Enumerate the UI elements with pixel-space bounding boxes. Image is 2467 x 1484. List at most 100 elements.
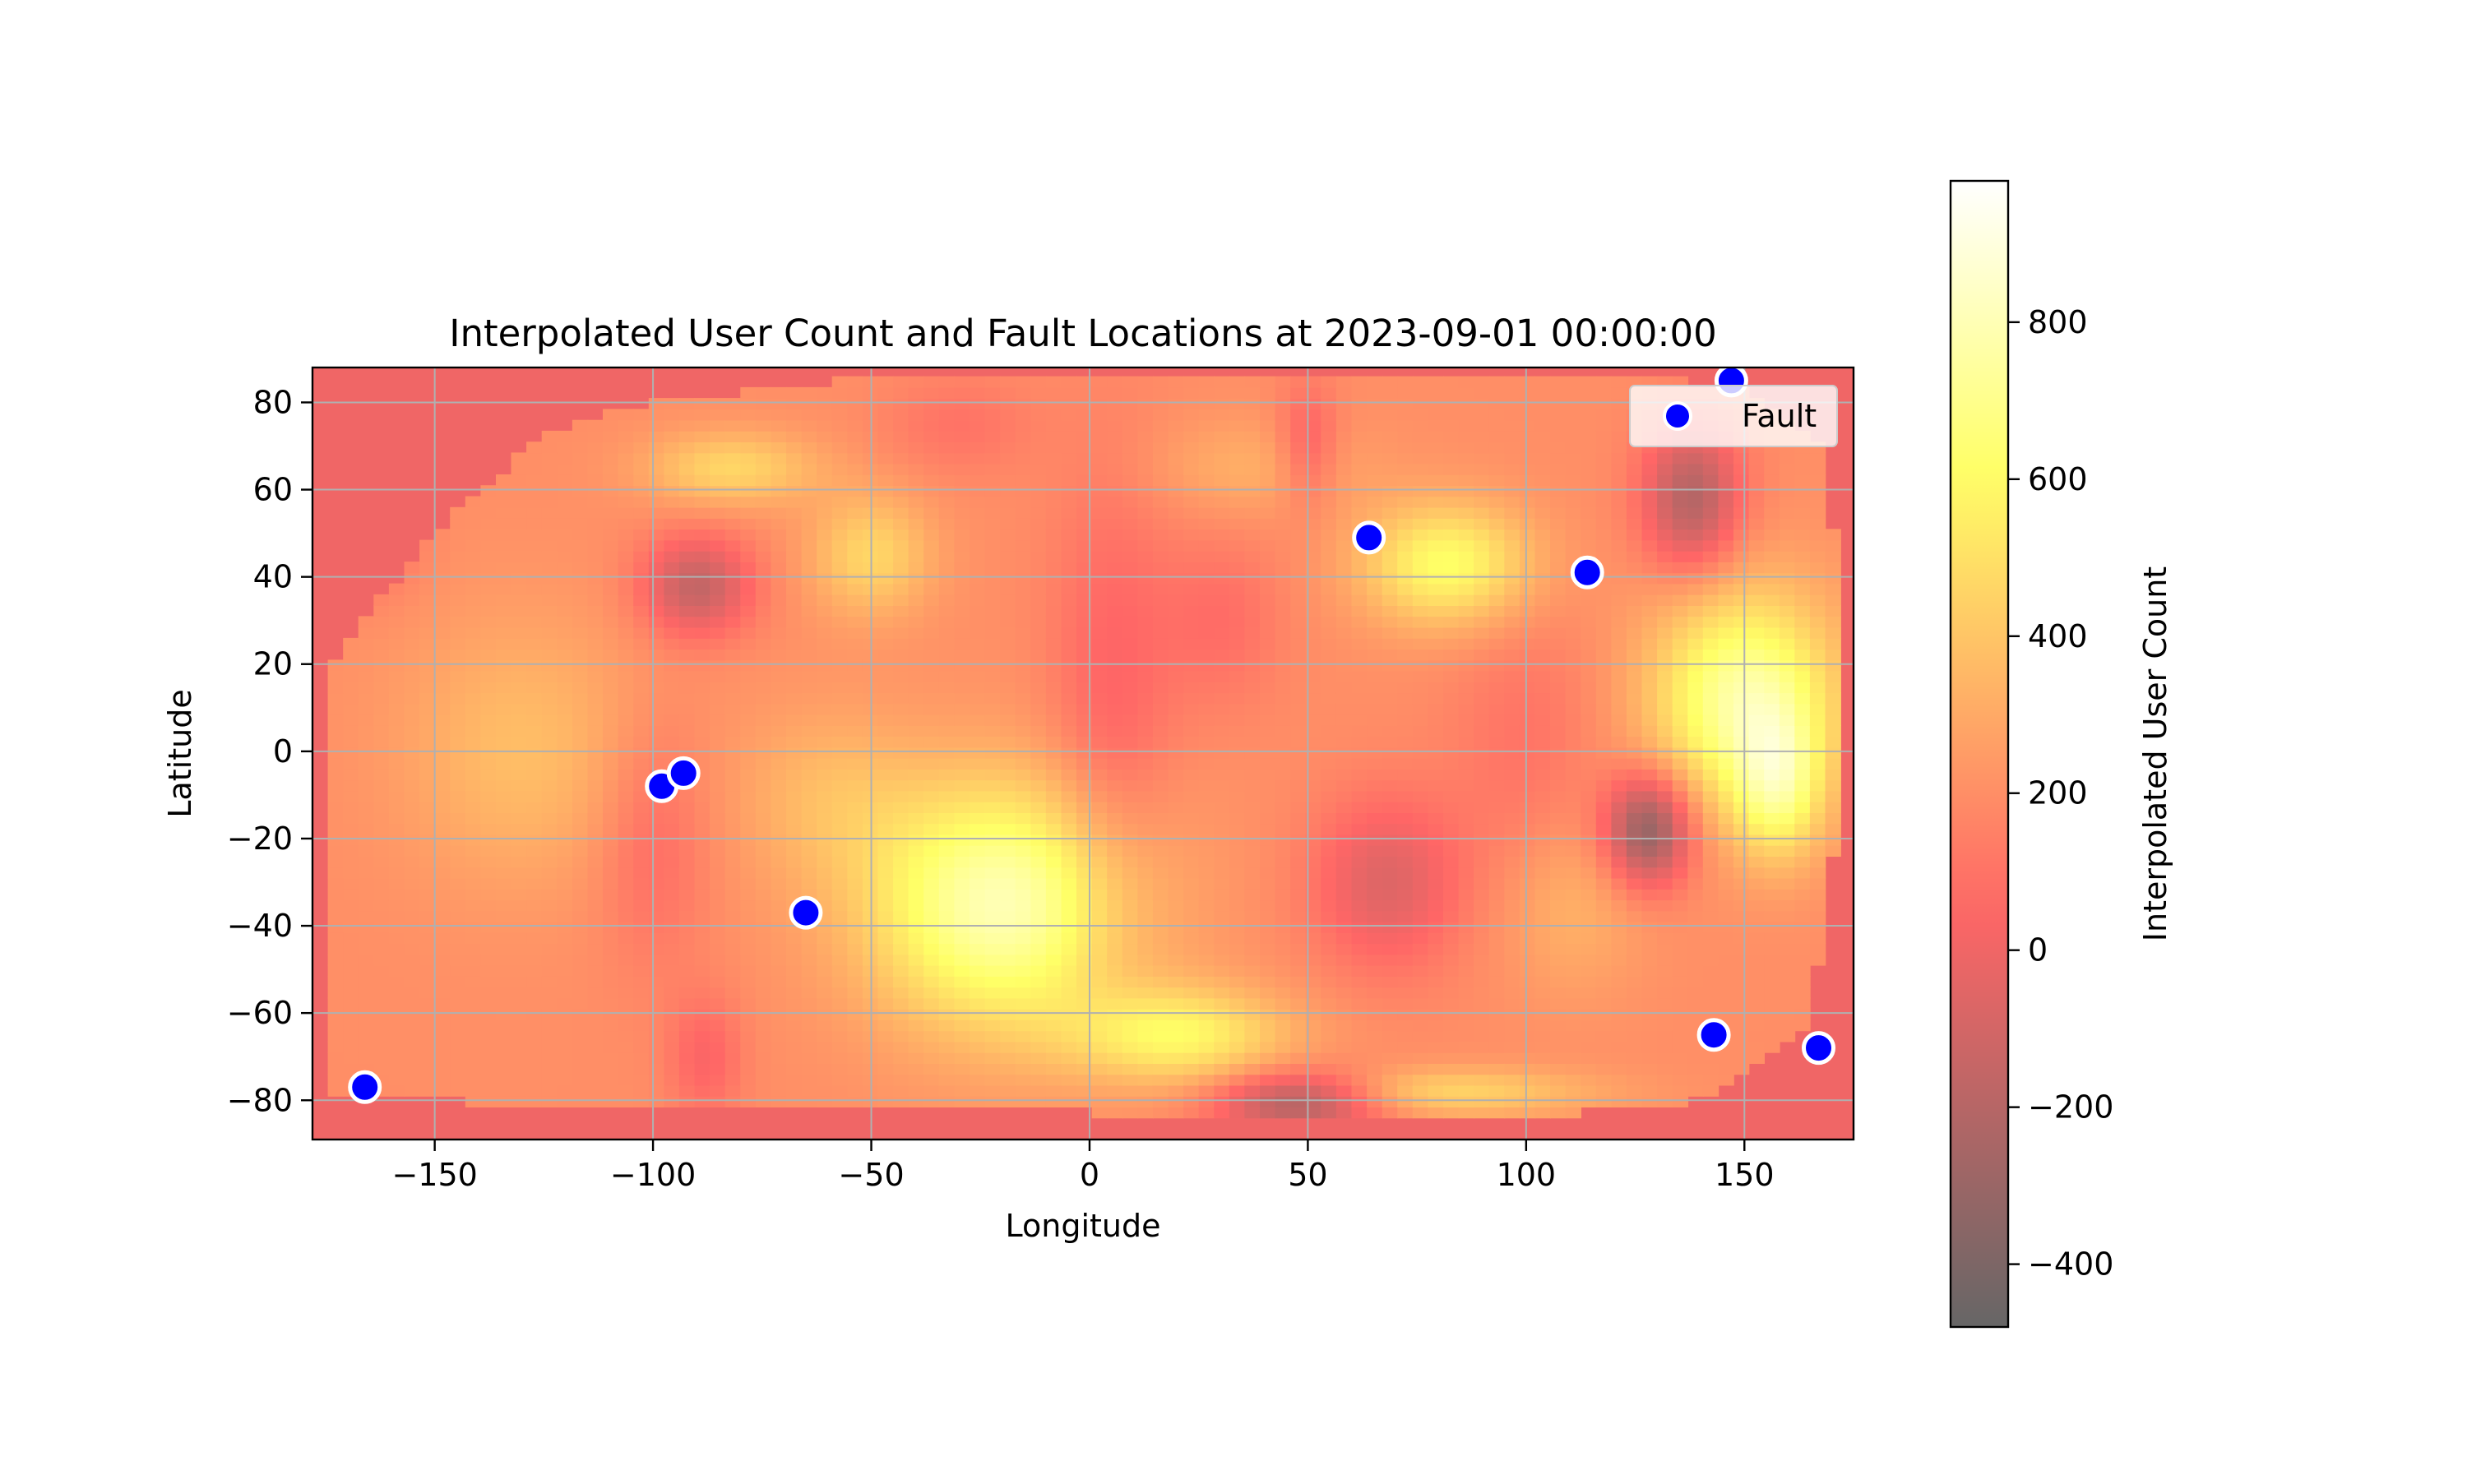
heatmap-cell <box>1015 1041 1032 1053</box>
heatmap-cell <box>1198 921 1215 933</box>
heatmap-cell <box>1428 682 1444 694</box>
heatmap-cell <box>877 1019 894 1032</box>
heatmap-cell <box>786 703 803 715</box>
heatmap-cell <box>1397 877 1414 890</box>
heatmap-cell <box>1030 910 1047 922</box>
heatmap-cell <box>1458 594 1474 606</box>
heatmap-cell <box>1076 409 1093 421</box>
heatmap-cell <box>1015 801 1032 813</box>
heatmap-cell <box>847 626 863 639</box>
heatmap-cell <box>557 714 573 726</box>
heatmap-cell <box>1428 812 1444 825</box>
heatmap-cell <box>511 496 527 508</box>
heatmap-cell <box>970 692 986 705</box>
heatmap-cell <box>648 474 665 487</box>
heatmap-cell <box>694 867 710 879</box>
heatmap-cell <box>1045 867 1062 879</box>
heatmap-cell <box>1168 943 1184 955</box>
heatmap-cell <box>511 976 527 988</box>
heatmap-cell <box>1198 1084 1215 1097</box>
heatmap-cell <box>1397 463 1414 475</box>
heatmap-cell <box>1335 1052 1353 1064</box>
heatmap-cell <box>1015 463 1032 475</box>
heatmap-cell <box>1229 747 1246 759</box>
heatmap-cell <box>1244 649 1261 661</box>
heatmap-cell <box>831 442 849 454</box>
heatmap-cell <box>1168 572 1184 585</box>
heatmap-cell <box>1137 801 1154 813</box>
heatmap-cell <box>648 583 665 595</box>
heatmap-cell <box>847 550 863 562</box>
heatmap-cell <box>587 899 604 912</box>
heatmap-cell <box>893 376 910 388</box>
heatmap-cell <box>1168 823 1184 835</box>
heatmap-cell <box>1137 398 1154 410</box>
heatmap-cell <box>1397 398 1414 410</box>
heatmap-cell <box>541 921 558 933</box>
heatmap-cell <box>1137 714 1154 726</box>
heatmap-cell <box>526 550 543 562</box>
heatmap-cell <box>1305 659 1322 672</box>
heatmap-cell <box>831 539 849 552</box>
heatmap-cell <box>1443 1107 1460 1119</box>
heatmap-cell <box>984 474 1001 487</box>
heatmap-cell <box>480 1052 497 1064</box>
heatmap-cell <box>1137 626 1154 639</box>
heatmap-cell <box>1260 659 1276 672</box>
heatmap-cell <box>1183 572 1200 585</box>
heatmap-cell <box>678 594 696 606</box>
heatmap-cell <box>817 954 833 966</box>
heatmap-cell <box>678 867 696 879</box>
heatmap-cell <box>1000 976 1016 988</box>
heatmap-cell <box>1335 1041 1353 1053</box>
heatmap-cell <box>923 430 940 442</box>
heatmap-cell <box>1000 616 1016 628</box>
heatmap-cell <box>450 867 466 879</box>
heatmap-cell <box>1076 725 1093 737</box>
heatmap-cell <box>633 452 650 465</box>
heatmap-cell <box>526 987 543 999</box>
heatmap-cell <box>694 725 710 737</box>
heatmap-cell <box>984 921 1001 933</box>
heatmap-cell <box>587 757 604 770</box>
heatmap-cell <box>801 779 817 792</box>
heatmap-cell <box>1458 812 1474 825</box>
heatmap-cell <box>1045 725 1062 737</box>
heatmap-cell <box>587 867 604 879</box>
heatmap-cell <box>1030 616 1047 628</box>
heatmap-cell <box>1382 539 1399 552</box>
heatmap-cell <box>1275 649 1291 661</box>
heatmap-cell <box>1305 921 1322 933</box>
heatmap-cell <box>1382 616 1399 628</box>
heatmap-cell <box>1091 987 1108 999</box>
heatmap-cell <box>740 594 757 606</box>
heatmap-cell <box>724 550 742 562</box>
heatmap-cell <box>831 714 849 726</box>
heatmap-cell <box>1152 964 1169 977</box>
heatmap-cell <box>908 419 924 432</box>
heatmap-cell <box>1397 616 1414 628</box>
heatmap-cell <box>496 583 512 595</box>
heatmap-cell <box>1351 1084 1368 1097</box>
heatmap-cell <box>1351 1052 1368 1064</box>
heatmap-cell <box>1488 1063 1506 1075</box>
heatmap-cell <box>1397 409 1414 421</box>
heatmap-cell <box>801 419 817 432</box>
heatmap-cell <box>755 790 772 802</box>
heatmap-cell <box>1335 539 1353 552</box>
heatmap-cell <box>603 790 619 802</box>
heatmap-cell <box>954 506 970 519</box>
heatmap-cell <box>587 605 604 617</box>
heatmap-cell <box>587 856 604 868</box>
heatmap-cell <box>817 844 833 857</box>
heatmap-cell <box>771 877 787 890</box>
heatmap-cell <box>1458 572 1474 585</box>
heatmap-cell <box>618 649 634 661</box>
heatmap-cell <box>908 539 924 552</box>
heatmap-cell <box>724 889 742 901</box>
heatmap-cell <box>373 1052 390 1064</box>
heatmap-cell <box>694 736 710 748</box>
heatmap-cell <box>1367 692 1383 705</box>
heatmap-cell <box>1137 1019 1154 1032</box>
heatmap-cell <box>541 867 558 879</box>
